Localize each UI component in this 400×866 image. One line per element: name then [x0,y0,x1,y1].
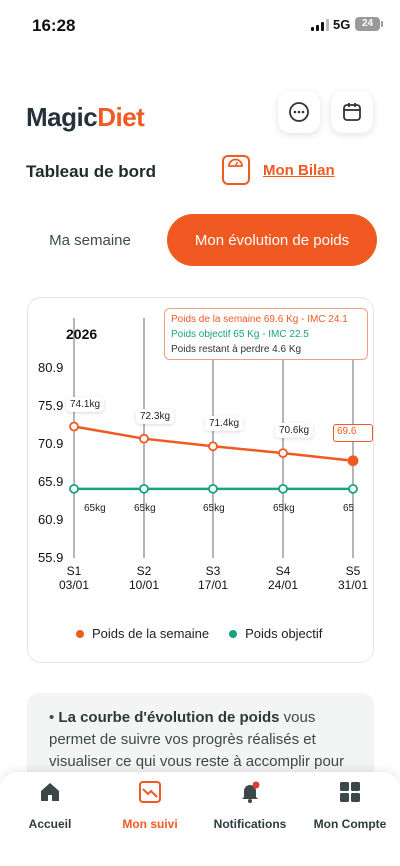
bottom-navigation: Accueil Mon suivi Notifications Mon Comp… [0,772,400,866]
nav-mon-compte[interactable]: Mon Compte [300,780,400,831]
data-point-s2-3[interactable] [208,483,218,494]
data-point-s2-5[interactable] [348,483,358,494]
chat-bubble-icon [289,102,309,122]
data-point-s1-2[interactable] [139,433,149,444]
y-tick-label: 70.9 [38,436,64,451]
battery-icon: 24 [355,17,383,31]
data-label-goal: 65kg [203,502,225,514]
data-label-week-last: 69.6 [333,424,373,442]
app-logo: MagicDiet [26,102,145,133]
logo-part2: Diet [97,102,145,132]
status-bar: 16:28 5G 24 [0,0,400,50]
info-bold: La courbe d'évolution de poids [58,709,280,726]
y-tick-label: 80.9 [38,360,64,375]
legend-label-week: Poids de la semaine [92,626,210,641]
y-tick-label: 60.9 [38,512,64,527]
data-label-week: 71.4kg [205,416,244,432]
nav-label-notifications: Notifications [213,817,287,831]
data-label-week: 72.3kg [136,408,175,424]
tooltip-line-goal: Poids objectif 65 Kg - IMC 22.5 [171,329,309,340]
calendar-button[interactable] [331,91,373,133]
data-point-s2-2[interactable] [139,483,149,494]
grid-icon [340,782,360,802]
legend-label-goal: Poids objectif [245,626,323,641]
dashboard-title: Tableau de bord [26,162,157,181]
x-tick-label: S2 10/01 [128,564,160,592]
chart-tooltip: Poids de la semaine 69.6 Kg - IMC 24.1 P… [164,308,368,360]
logo-part1: Magic [26,102,98,132]
data-label-goal: 65 [343,502,355,514]
chart-icon [139,781,161,803]
data-point-s2-4[interactable] [278,483,288,494]
y-tick-label: 65.9 [38,474,64,489]
nav-notifications[interactable]: Notifications [200,780,300,831]
network-label: 5G [333,17,351,32]
y-tick-label: 75.9 [38,398,64,413]
signal-icon [311,19,329,31]
x-tick-label: S4 24/01 [267,564,299,592]
legend-item-week[interactable]: Poids de la semaine [76,626,209,641]
data-label-goal: 65kg [134,502,156,514]
chat-button[interactable] [278,91,320,133]
nav-accueil[interactable]: Accueil [0,780,100,831]
chart-year: 2026 [66,326,98,342]
nav-label-accueil: Accueil [28,817,72,831]
weight-chart-card: 2026 80.9 75.9 70.9 65.9 60.9 55.9 S1 03/01 S2 1… [27,297,374,663]
data-point-s1-1[interactable] [69,421,79,432]
tooltip-line-week: Poids de la semaine 69.6 Kg - IMC 24.1 [171,314,348,325]
x-tick-label: S3 17/01 [197,564,229,592]
chart-legend: Poids de la semaine Poids objectif [76,626,342,641]
nav-mon-suivi[interactable]: Mon suivi [100,780,200,831]
x-tick-label: S1 03/01 [58,564,90,592]
bell-icon [242,781,260,803]
tab-ma-semaine[interactable]: Ma semaine [49,231,131,249]
tab-evolution-poids[interactable]: Mon évolution de poids [167,214,377,266]
weight-chart [69,318,359,558]
status-time: 16:28 [32,16,76,35]
mon-bilan-link[interactable]: Mon Bilan [263,162,335,179]
data-label-goal: 65kg [273,502,295,514]
data-point-s1-5[interactable] [347,455,359,467]
data-point-s1-4[interactable] [278,448,288,459]
x-tick-label: S5 31/01 [337,564,369,592]
calendar-icon [343,103,361,121]
y-tick-label: 55.9 [38,550,64,565]
data-label-week: 70.6kg [275,423,314,439]
data-label-week: 74.1kg [66,396,105,412]
scale-icon[interactable] [222,155,250,185]
nav-label-mon-suivi: Mon suivi [122,817,178,831]
tooltip-line-remaining: Poids restant à perdre 4.6 Kg [171,344,302,355]
nav-label-mon-compte: Mon Compte [313,817,387,831]
data-point-s1-3[interactable] [208,441,218,452]
legend-item-goal[interactable]: Poids objectif [229,626,322,641]
data-point-s2-1[interactable] [69,483,79,494]
home-icon [41,783,59,801]
data-label-goal: 65kg [84,502,106,514]
